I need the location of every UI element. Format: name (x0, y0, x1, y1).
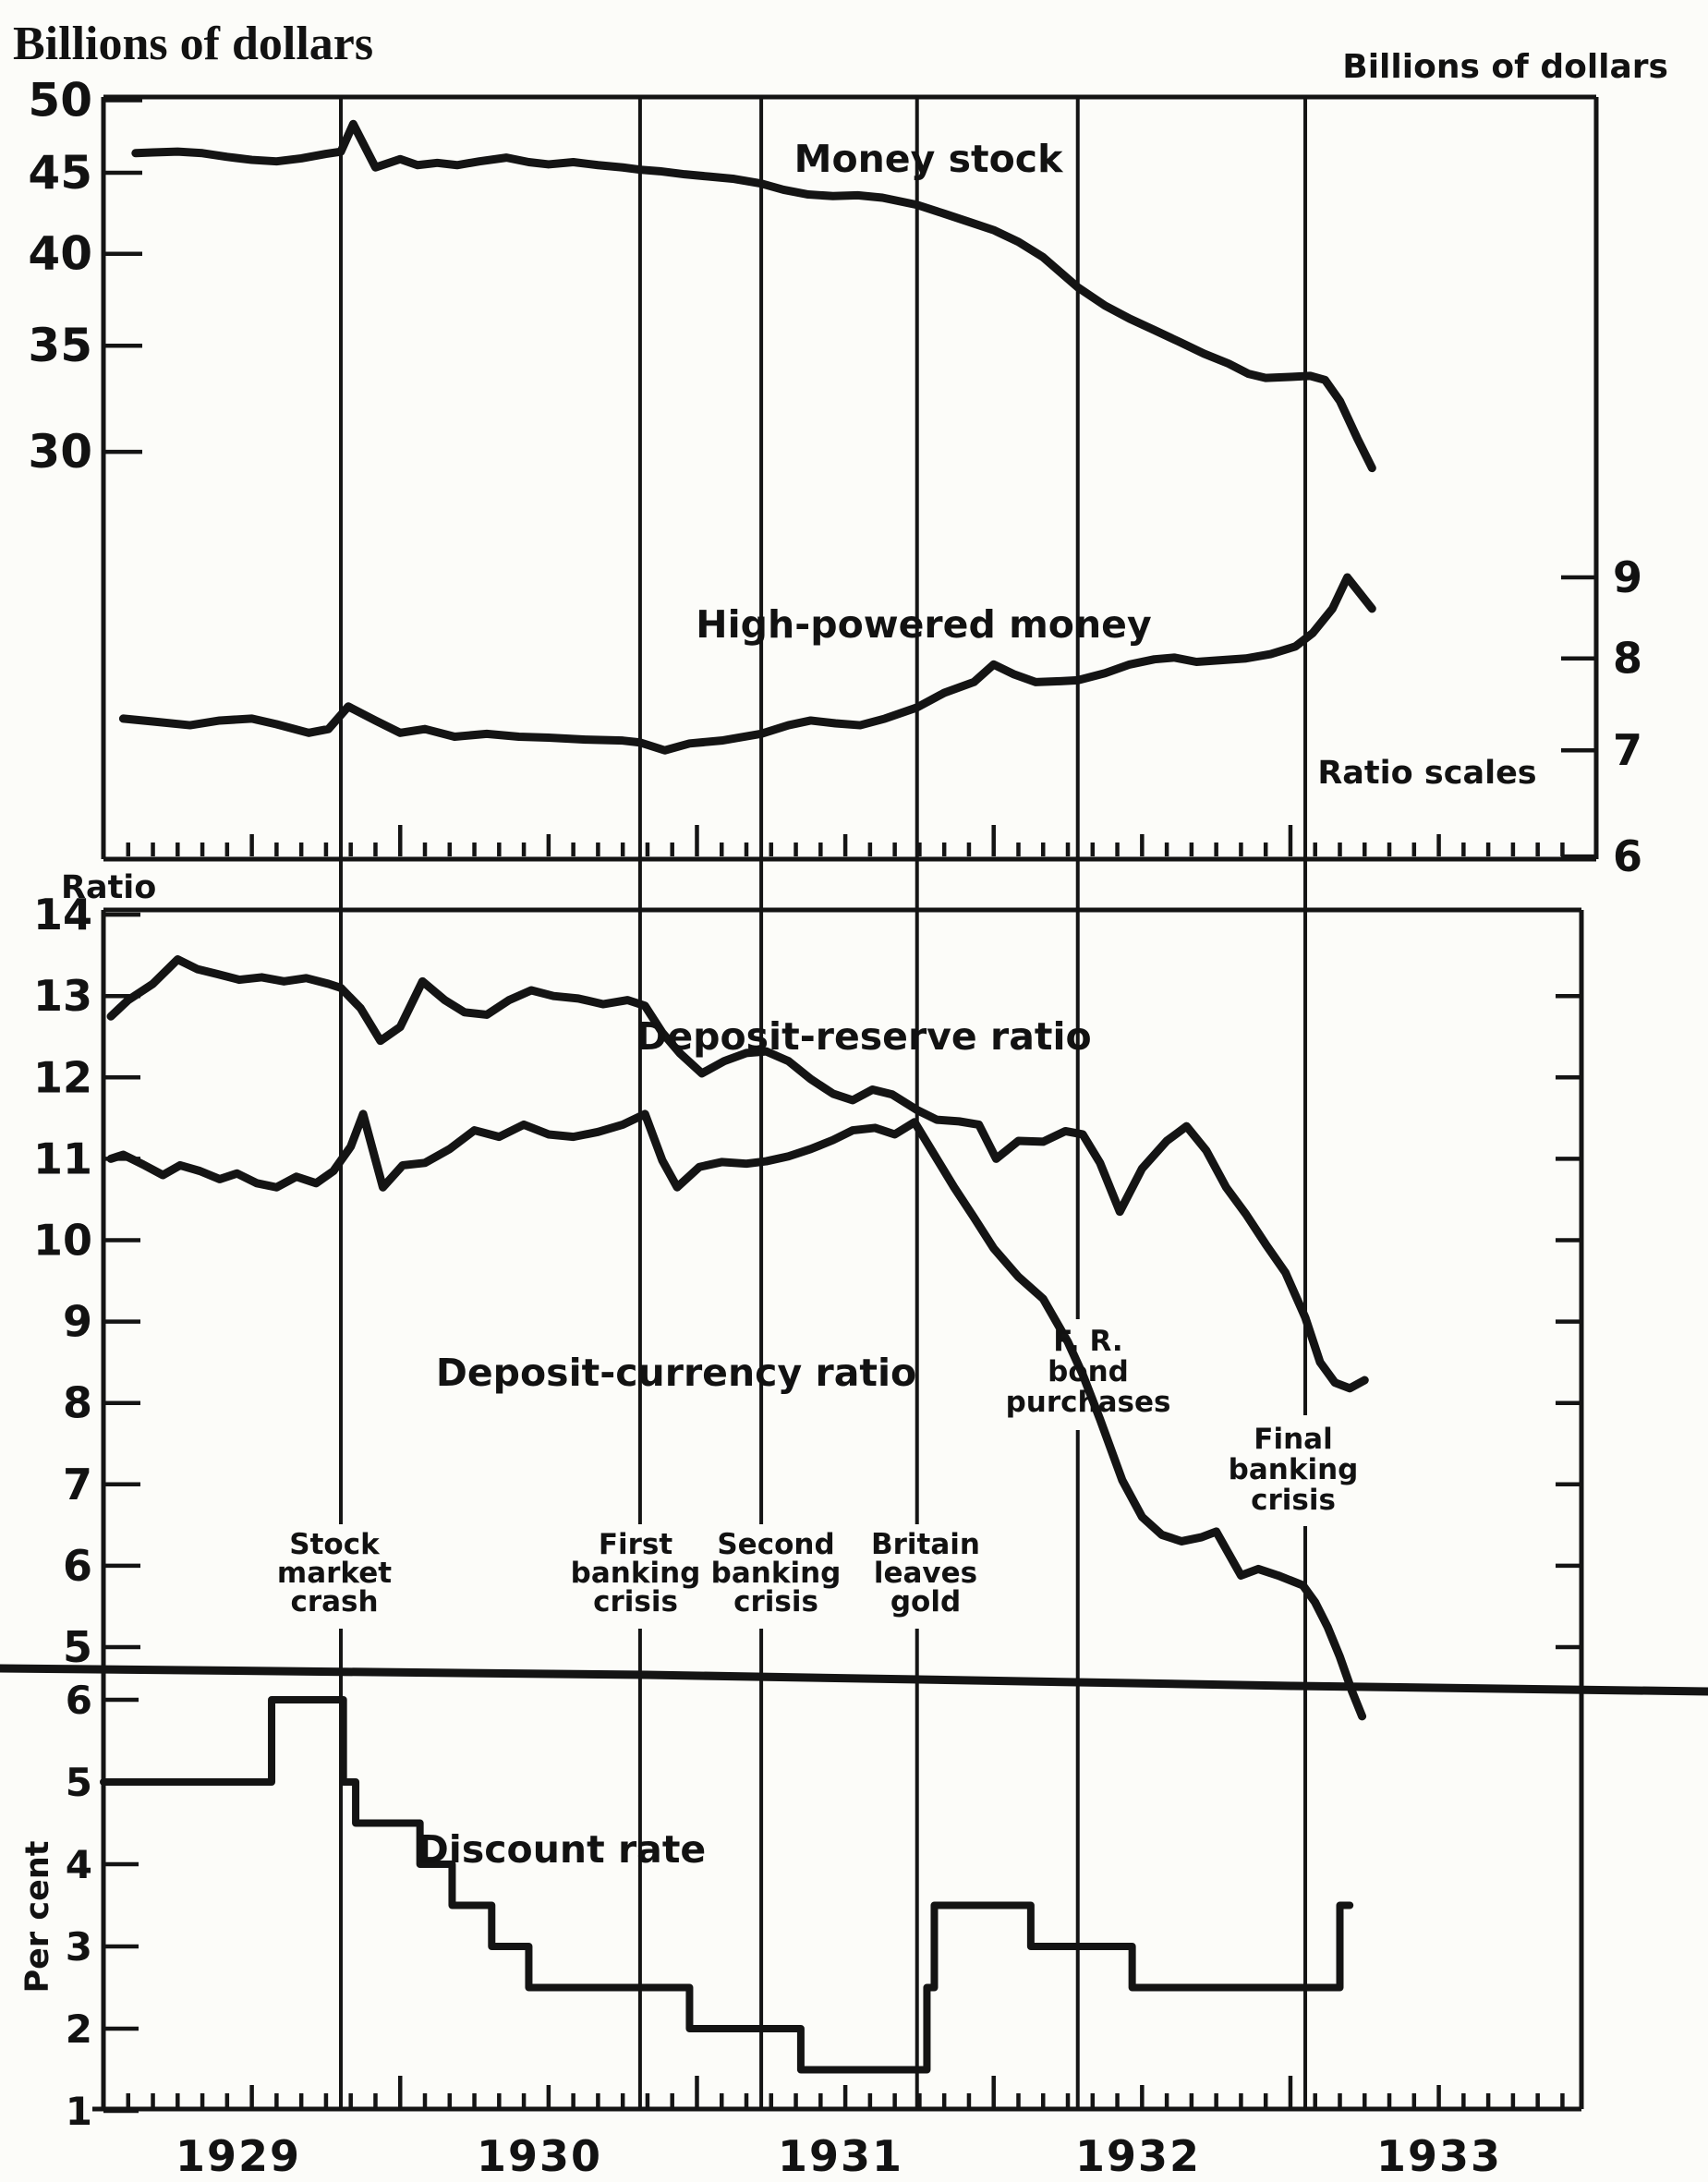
series-deposit-currency-ratio (106, 1109, 1367, 1721)
y-tick-label-money: 50 (28, 74, 92, 127)
y-tick-label-ratio: 12 (33, 1052, 92, 1102)
y-tick-label-money: 40 (28, 227, 92, 281)
event-label-stock-market-crash: market (277, 1557, 392, 1590)
event-label-final-banking-crisis: crisis (1251, 1484, 1336, 1517)
year-label-1932: 1932 (1075, 2131, 1201, 2181)
event-label-final-banking-crisis: banking (1229, 1453, 1359, 1486)
y-tick-label-money: 35 (28, 319, 92, 372)
event-label-second-banking-crisis: Second (717, 1528, 834, 1561)
y-tick-label-ratio: 9 (63, 1297, 92, 1347)
year-label-1930: 1930 (477, 2131, 602, 2181)
event-label-britain-leaves-gold: leaves (874, 1557, 977, 1590)
y-tick-label-hpm: 7 (1613, 725, 1642, 775)
series-deposit-reserve-ratio (106, 955, 1369, 1393)
event-label-stock-market-crash: Stock (289, 1528, 381, 1561)
year-label-1931: 1931 (778, 2131, 903, 2181)
y-tick-label-ratio: 7 (63, 1460, 92, 1509)
money-stock-label: Money stock (794, 137, 1064, 181)
y-tick-label-pct: 3 (66, 1924, 92, 1970)
y-tick-label-ratio: 13 (33, 971, 92, 1021)
event-label-britain-leaves-gold: Britain (871, 1528, 980, 1561)
event-label-first-banking-crisis: First (599, 1528, 673, 1561)
percent-axis-label: Per cent (19, 1841, 56, 1994)
y-tick-label-pct: 5 (66, 1760, 92, 1805)
event-label-fr-bond-purchases: bond (1048, 1355, 1129, 1388)
event-label-fr-bond-purchases: F. R. (1053, 1325, 1122, 1358)
right-axis-title: Billions of dollars (1342, 48, 1668, 86)
y-tick-label-pct: 6 (66, 1678, 92, 1723)
y-tick-label-pct: 2 (66, 2006, 92, 2052)
discount-rate-label: Discount rate (418, 1827, 707, 1872)
year-label-1933: 1933 (1376, 2131, 1502, 2181)
ratio-scales-note: Ratio scales (1317, 755, 1536, 792)
deposit-currency-ratio-label: Deposit-currency ratio (436, 1351, 916, 1395)
y-tick-label-ratio: 8 (63, 1378, 92, 1428)
y-tick-label-hpm: 9 (1613, 552, 1642, 602)
y-tick-label-hpm: 6 (1613, 831, 1642, 881)
event-label-fr-bond-purchases: purchases (1006, 1386, 1171, 1419)
deposit-reserve-ratio-label: Deposit-reserve ratio (636, 1014, 1091, 1059)
event-label-first-banking-crisis: crisis (593, 1585, 678, 1618)
event-label-stock-market-crash: crash (290, 1585, 378, 1618)
y-tick-label-ratio: 14 (33, 890, 92, 939)
y-tick-label-ratio: 10 (33, 1216, 92, 1266)
y-tick-label-money: 30 (28, 425, 92, 479)
y-tick-label-hpm: 8 (1613, 634, 1642, 684)
panel-separator-line (0, 1664, 1708, 1696)
event-label-final-banking-crisis: Final (1254, 1423, 1332, 1456)
y-tick-label-ratio: 11 (33, 1133, 92, 1183)
left-axis-title: Billions of dollars (13, 18, 373, 70)
y-tick-label-pct: 4 (66, 1842, 92, 1887)
high-powered-money-label: High-powered money (696, 602, 1151, 647)
series-discount-rate (100, 1696, 1354, 2074)
year-label-1929: 1929 (176, 2131, 301, 2181)
y-tick-label-money: 45 (28, 146, 92, 200)
event-label-second-banking-crisis: crisis (733, 1585, 818, 1618)
ratio-axis-label: Ratio (61, 869, 156, 906)
y-tick-label-ratio: 6 (63, 1541, 92, 1591)
event-label-britain-leaves-gold: gold (890, 1585, 961, 1618)
y-tick-label-ratio: 5 (63, 1622, 92, 1672)
event-label-second-banking-crisis: banking (711, 1557, 842, 1590)
y-tick-label-pct: 1 (66, 2089, 92, 2134)
event-label-first-banking-crisis: banking (571, 1557, 701, 1590)
series-high-powered-money (118, 573, 1376, 755)
